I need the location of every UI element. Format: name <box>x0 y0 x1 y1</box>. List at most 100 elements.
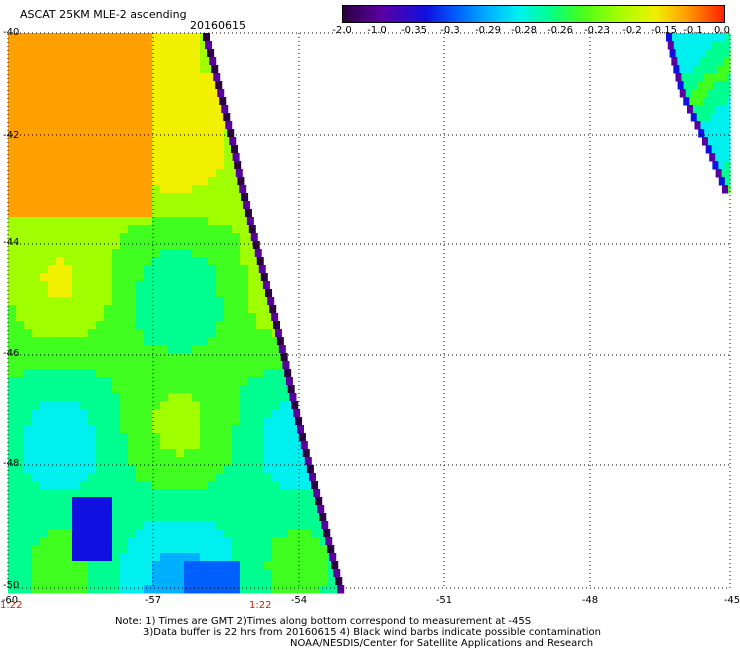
swath-cell <box>280 385 289 394</box>
swath-cell <box>208 185 217 194</box>
swath-cell <box>64 137 73 146</box>
swath-cell <box>40 257 49 266</box>
swath-edge-cell <box>278 345 286 354</box>
swath-cell <box>272 585 281 594</box>
swath-cell <box>256 281 265 290</box>
swath-cell <box>272 361 281 370</box>
swath-cell <box>128 161 137 170</box>
swath-cell <box>56 145 65 154</box>
swath-cell <box>200 241 209 250</box>
swath-cell <box>40 113 49 122</box>
swath-cell <box>24 65 33 74</box>
swath-cell <box>200 177 209 186</box>
swath-cell <box>120 513 129 522</box>
swath-cell <box>264 377 273 386</box>
swath-cell <box>48 321 57 330</box>
swath-cell <box>48 41 57 50</box>
swath-cell <box>16 81 25 90</box>
swath-cell <box>168 433 177 442</box>
swath-cell <box>24 257 33 266</box>
swath-cell <box>96 185 105 194</box>
swath-cell <box>248 273 257 282</box>
swath-cell <box>80 145 89 154</box>
swath-cell <box>184 473 193 482</box>
swath-cell <box>248 545 257 554</box>
swath-cell <box>40 329 49 338</box>
swath-cell <box>88 97 97 106</box>
swath-cell <box>224 169 233 178</box>
swath-cell <box>256 345 265 354</box>
swath-cell <box>96 385 105 394</box>
swath-cell <box>200 513 209 522</box>
swath-cell <box>64 249 73 258</box>
swath-cell <box>64 393 73 402</box>
swath-edge-cell <box>250 233 258 242</box>
swath-cell <box>176 281 185 290</box>
swath-cell <box>32 553 41 562</box>
swath-cell <box>264 425 273 434</box>
swath-cell <box>8 193 17 202</box>
swath-cell <box>184 97 193 106</box>
swath-cell <box>136 209 145 218</box>
swath-cell <box>192 265 201 274</box>
swath-cell <box>200 121 209 130</box>
swath-cell <box>80 49 89 58</box>
swath-cell <box>72 145 81 154</box>
swath-cell <box>707 89 717 98</box>
swath-cell <box>240 225 249 234</box>
swath-cell <box>104 441 113 450</box>
swath-cell <box>104 457 113 466</box>
swath-cell <box>32 505 41 514</box>
swath-cell <box>288 441 297 450</box>
swath-cell <box>128 177 137 186</box>
swath-edge-cell <box>205 41 213 50</box>
swath-cell <box>272 545 281 554</box>
swath-cell <box>312 569 321 578</box>
swath-cell <box>152 409 161 418</box>
swath-cell <box>40 313 49 322</box>
swath-cell <box>120 425 129 434</box>
swath-cell <box>152 425 161 434</box>
swath-cell <box>56 289 65 298</box>
swath-cell <box>168 225 177 234</box>
swath-cell <box>288 449 297 458</box>
swath-cell <box>216 433 225 442</box>
swath-cell <box>224 361 233 370</box>
swath-cell <box>80 161 89 170</box>
swath-cell <box>120 121 129 130</box>
swath-edge-cell <box>291 401 299 410</box>
swath-cell <box>726 33 731 42</box>
swath-cell <box>152 65 161 74</box>
swath-cell <box>32 185 41 194</box>
swath-cell <box>200 169 209 178</box>
swath-edge-cell <box>239 185 247 194</box>
swath-cell <box>192 145 201 154</box>
swath-cell <box>232 473 241 482</box>
swath-cell <box>88 113 97 122</box>
swath-cell <box>32 433 41 442</box>
swath-cell <box>16 361 25 370</box>
swath-cell <box>8 81 17 90</box>
swath-cell <box>136 89 145 98</box>
swath-cell <box>88 257 97 266</box>
swath-cell <box>192 361 201 370</box>
swath-cell <box>112 185 121 194</box>
swath-edge-cell <box>244 209 252 218</box>
swath-cell <box>160 145 169 154</box>
swath-cell <box>152 513 161 522</box>
swath-cell <box>152 529 161 538</box>
swath-cell <box>256 577 265 586</box>
swath-cell <box>719 97 728 106</box>
swath-cell <box>152 353 161 362</box>
swath-cell <box>56 449 65 458</box>
swath-cell <box>96 105 105 114</box>
swath-cell <box>48 169 57 178</box>
swath-cell <box>248 489 257 498</box>
swath-cell <box>184 553 193 562</box>
swath-cell <box>152 489 161 498</box>
swath-cell <box>192 161 201 170</box>
swath-cell <box>104 537 113 546</box>
swath-cell <box>56 81 65 90</box>
swath-cell <box>64 41 73 50</box>
swath-cell <box>136 225 145 234</box>
